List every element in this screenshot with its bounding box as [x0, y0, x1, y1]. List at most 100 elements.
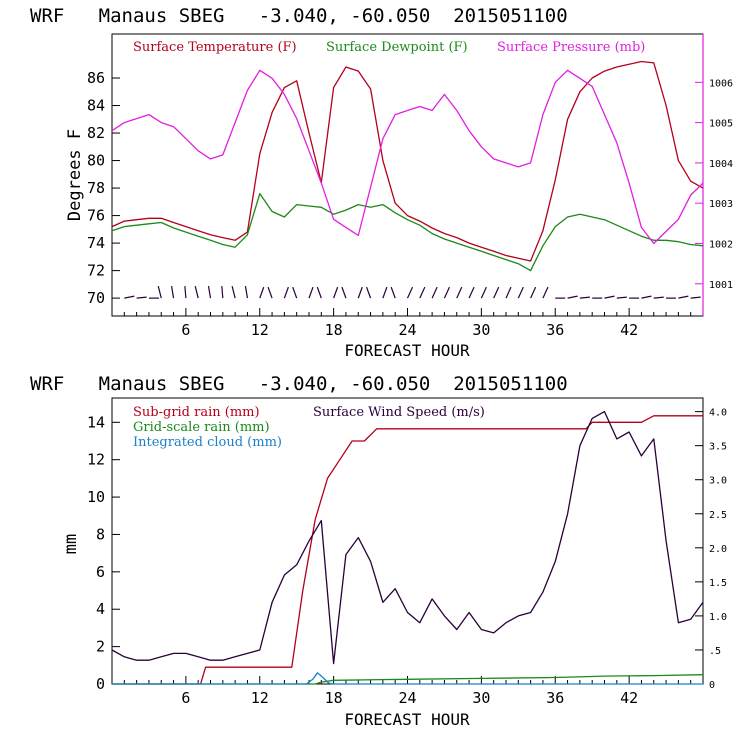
x-tick-label: 42 [620, 689, 638, 707]
wind-barb [124, 295, 135, 299]
panel1-y-ticks: 70 72 74 76 78 80 82 84 86 [87, 69, 120, 307]
y2-tick-label: 1.0 [709, 612, 727, 623]
x-tick-label: 24 [398, 321, 416, 339]
wind-barb [542, 286, 549, 299]
wind-barb [530, 286, 537, 299]
y-tick-label: 72 [87, 262, 105, 280]
legend-integrated-cloud: Integrated cloud (mm) [133, 435, 282, 450]
panel2-x-ticks: 6 12 18 24 30 36 42 [123, 676, 692, 707]
wind-barb [480, 286, 487, 299]
x-tick-label: 30 [472, 689, 490, 707]
series-line-grid-scale-rain [112, 674, 704, 685]
y-tick-label: 82 [87, 124, 105, 142]
y2-tick-label: 3.0 [709, 476, 727, 487]
wind-barb [221, 286, 224, 299]
wind-barb [690, 296, 701, 299]
wind-barb [431, 286, 438, 299]
y2-tick-label: 1006 [709, 78, 733, 89]
panel2-title: WRF Manaus SBEG -3.040, -60.050 20150511… [30, 373, 568, 395]
legend-gridscale-rain: Grid-scale rain (mm) [133, 420, 270, 435]
series-line-surface-wind-speed [111, 410, 704, 665]
x-tick-label: 6 [181, 321, 190, 339]
wind-barb [493, 286, 500, 299]
wind-barb [292, 286, 298, 299]
x-tick-label: 30 [472, 321, 490, 339]
panel1-y-axis-label: Degrees F [65, 129, 85, 221]
y-tick-label: 78 [87, 179, 105, 197]
y-tick-label: 4 [96, 600, 105, 618]
x-tick-label: 12 [251, 321, 269, 339]
panel1-title: WRF Manaus SBEG -3.040, -60.050 20150511… [30, 5, 568, 27]
wind-barb [231, 285, 236, 299]
legend-surface-dewpoint: Surface Dewpoint (F) [326, 40, 468, 55]
wind-barb [283, 286, 289, 299]
x-tick-label: 24 [398, 689, 416, 707]
y2-tick-label: 2.5 [709, 510, 727, 521]
wind-barb [357, 286, 363, 299]
wind-barb [244, 286, 249, 299]
wind-barb [365, 286, 372, 299]
wind-barb [207, 286, 212, 299]
x-tick-label: 6 [181, 689, 190, 707]
legend-surface-pressure: Surface Pressure (mb) [497, 40, 645, 55]
y2-tick-label: 1.5 [709, 578, 727, 589]
series-line-surface-temperature [111, 60, 704, 262]
wind-barb [456, 286, 463, 299]
panel1-y2-ticks: 1001 1002 1003 1004 1005 1006 [695, 78, 733, 291]
wind-barb [333, 286, 339, 299]
panel2-series [111, 410, 704, 685]
y2-tick-label: 1005 [709, 119, 733, 130]
y2-tick-label: 2.0 [709, 544, 727, 555]
wind-barb [267, 286, 273, 299]
wind-barb [505, 286, 512, 299]
wind-barb [653, 296, 664, 299]
x-tick-label: 36 [546, 689, 564, 707]
y2-tick-label: 4.0 [709, 408, 727, 419]
panel1-wind-barbs [124, 285, 701, 299]
y-tick-label: 12 [87, 451, 105, 469]
wind-barb [616, 296, 627, 299]
wind-barb [390, 286, 396, 299]
wind-barb [382, 286, 388, 299]
wind-barb [678, 295, 689, 299]
wind-barb [641, 295, 652, 299]
wind-barb [579, 296, 590, 299]
wind-barb [184, 286, 187, 299]
wind-barb [419, 286, 426, 299]
series-line-surface-pressure [111, 69, 704, 245]
wind-barb [406, 286, 414, 299]
legend-surface-temperature: Surface Temperature (F) [133, 40, 297, 55]
y-tick-label: 80 [87, 152, 105, 170]
x-tick-label: 36 [546, 321, 564, 339]
panel1-plot-frame [111, 33, 704, 317]
wind-barb [308, 286, 314, 299]
y-tick-label: 14 [87, 413, 105, 431]
y2-tick-label: 1003 [709, 199, 733, 210]
wind-barb [567, 295, 578, 299]
wind-barb [517, 286, 524, 299]
wind-barb [468, 286, 475, 299]
panel2-y2-ticks: 0 .5 1.0 1.5 2.0 2.5 3.0 3.5 4.0 [695, 408, 727, 691]
y-tick-label: 0 [96, 675, 105, 693]
x-tick-label: 18 [325, 689, 343, 707]
series-line-sub-grid-rain [112, 415, 703, 685]
panel2-y-axis-label: mm [61, 534, 81, 554]
wind-barb [136, 296, 147, 299]
y-tick-label: 2 [96, 638, 105, 656]
legend-subgrid-rain: Sub-grid rain (mm) [133, 405, 260, 420]
panel1-x-axis-label: FORECAST HOUR [344, 341, 470, 360]
y2-tick-label: 0 [709, 680, 715, 691]
wind-barb [604, 295, 615, 299]
y2-tick-label: 1004 [709, 159, 733, 170]
series-line-integrated-cloud [112, 672, 703, 685]
y-tick-label: 86 [87, 69, 105, 87]
y-tick-label: 74 [87, 234, 105, 252]
wind-barb [443, 286, 450, 299]
y-tick-label: 84 [87, 97, 105, 115]
wind-barb [316, 286, 322, 299]
legend-surface-wind-speed: Surface Wind Speed (m/s) [313, 405, 485, 420]
y-tick-label: 8 [96, 525, 105, 543]
x-tick-label: 18 [325, 321, 343, 339]
y-tick-label: 70 [87, 289, 105, 307]
